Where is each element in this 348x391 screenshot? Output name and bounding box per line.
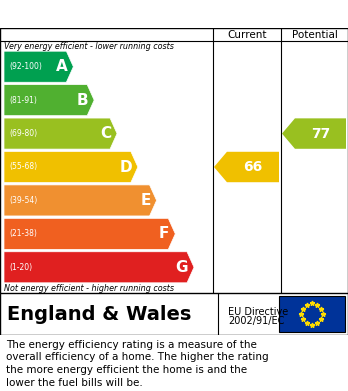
Text: C: C — [100, 126, 111, 141]
Text: 2002/91/EC: 2002/91/EC — [228, 316, 284, 326]
Text: Current: Current — [227, 29, 267, 39]
Text: D: D — [119, 160, 132, 174]
Text: F: F — [159, 226, 169, 241]
Text: lower the fuel bills will be.: lower the fuel bills will be. — [6, 377, 143, 387]
Text: England & Wales: England & Wales — [7, 305, 191, 323]
Text: (92-100): (92-100) — [9, 62, 42, 71]
Text: (21-38): (21-38) — [9, 230, 37, 239]
Text: (55-68): (55-68) — [9, 163, 37, 172]
Polygon shape — [4, 252, 194, 283]
Text: 66: 66 — [243, 160, 263, 174]
Text: The energy efficiency rating is a measure of the: The energy efficiency rating is a measur… — [6, 340, 257, 350]
Text: Not energy efficient - higher running costs: Not energy efficient - higher running co… — [4, 284, 174, 293]
Text: Very energy efficient - lower running costs: Very energy efficient - lower running co… — [4, 42, 174, 51]
Polygon shape — [4, 51, 73, 82]
Text: B: B — [77, 93, 88, 108]
Text: (39-54): (39-54) — [9, 196, 37, 205]
Text: overall efficiency of a home. The higher the rating: overall efficiency of a home. The higher… — [6, 353, 269, 362]
Text: Potential: Potential — [292, 29, 338, 39]
Text: (1-20): (1-20) — [9, 263, 32, 272]
Polygon shape — [214, 152, 279, 182]
Polygon shape — [282, 118, 346, 149]
Text: E: E — [140, 193, 151, 208]
Text: Energy Efficiency Rating: Energy Efficiency Rating — [7, 7, 217, 22]
Text: 77: 77 — [311, 127, 330, 141]
Text: A: A — [56, 59, 68, 74]
Text: EU Directive: EU Directive — [228, 307, 288, 317]
Polygon shape — [4, 185, 157, 216]
Bar — [279, 296, 345, 332]
Text: G: G — [175, 260, 188, 275]
Polygon shape — [4, 151, 138, 183]
Text: (81-91): (81-91) — [9, 96, 37, 105]
Polygon shape — [4, 84, 94, 116]
Text: the more energy efficient the home is and the: the more energy efficient the home is an… — [6, 365, 247, 375]
Text: (69-80): (69-80) — [9, 129, 37, 138]
Polygon shape — [4, 218, 175, 249]
Polygon shape — [4, 118, 117, 149]
